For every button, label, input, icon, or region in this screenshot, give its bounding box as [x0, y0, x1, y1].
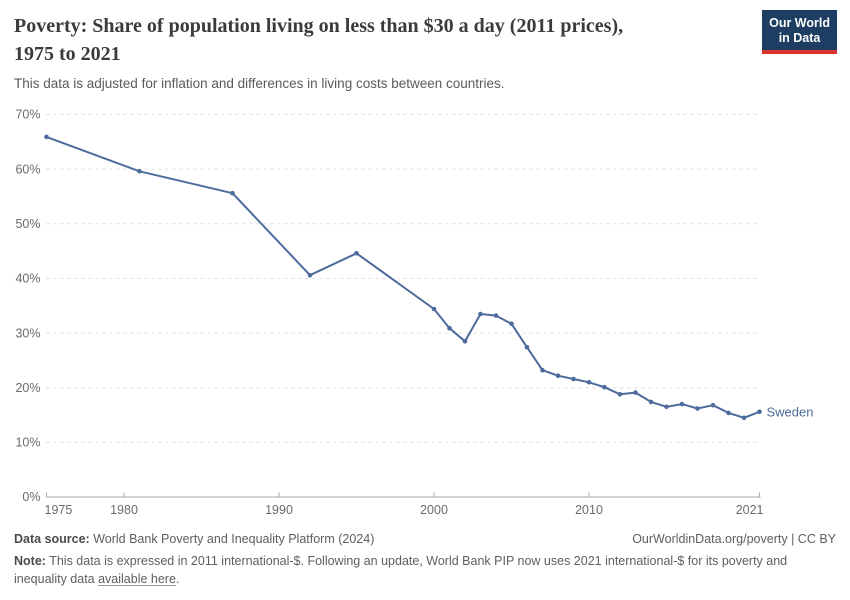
data-source-label: Data source: — [14, 532, 90, 546]
y-axis-label-10: 10% — [15, 436, 40, 450]
data-point-1995[interactable] — [354, 251, 359, 256]
data-point-2018[interactable] — [710, 402, 716, 408]
data-point-2005[interactable] — [509, 321, 514, 327]
data-point-2019[interactable] — [726, 410, 731, 416]
data-point-2007[interactable] — [540, 367, 545, 373]
data-point-2000[interactable] — [431, 306, 437, 312]
series-label-sweden[interactable]: Sweden — [767, 404, 814, 419]
data-point-1987[interactable] — [230, 190, 235, 196]
footnote-line1: This data is expressed in 2011 internati… — [45, 554, 788, 568]
chart-subtitle: This data is adjusted for inflation and … — [14, 76, 505, 91]
data-point-2010[interactable] — [586, 380, 592, 385]
data-point-1992[interactable] — [307, 272, 313, 278]
data-point-2004[interactable] — [493, 313, 499, 318]
footnote-label: Note: — [14, 554, 46, 568]
data-point-2017[interactable] — [695, 406, 700, 411]
data-point-2021[interactable] — [757, 409, 762, 415]
data-point-1975[interactable] — [44, 134, 49, 140]
data-point-2015[interactable] — [664, 404, 669, 410]
data-point-2003[interactable] — [478, 311, 483, 317]
page-title-line1: Poverty: Share of population living on l… — [14, 15, 624, 37]
data-point-2013[interactable] — [633, 390, 638, 395]
data-point-1981[interactable] — [137, 169, 142, 174]
x-axis-label-2000: 2000 — [420, 503, 448, 517]
page-title: Poverty: Share of population living on l… — [14, 12, 623, 68]
data-point-2011[interactable] — [602, 384, 607, 390]
license-text: OurWorldinData.org/poverty | CC BY — [632, 532, 836, 546]
data-point-2002[interactable] — [462, 339, 468, 344]
owid-logo-line1: Our World — [769, 16, 830, 30]
data-source: Data source: World Bank Poverty and Ineq… — [14, 532, 374, 546]
x-axis-label-2021: 2021 — [736, 503, 764, 517]
x-axis-label-1990: 1990 — [265, 503, 293, 517]
available-here-link[interactable]: available here — [98, 572, 176, 586]
owid-logo-line2: in Data — [778, 31, 821, 45]
y-axis-label-40: 40% — [15, 272, 40, 286]
data-point-2016[interactable] — [679, 401, 685, 407]
data-source-text: World Bank Poverty and Inequality Platfo… — [89, 532, 375, 546]
y-axis-label-70: 70% — [15, 108, 40, 122]
footer-source-row: Data source: World Bank Poverty and Ineq… — [14, 532, 836, 546]
y-axis-label-20: 20% — [15, 381, 40, 395]
x-axis-label-1980: 1980 — [110, 503, 138, 517]
footnote-line2: inequality data — [14, 572, 99, 586]
y-axis-label-50: 50% — [15, 217, 40, 231]
data-point-2014[interactable] — [648, 399, 654, 405]
footnote-suffix: . — [175, 572, 180, 586]
data-point-2001[interactable] — [447, 325, 452, 331]
data-point-2008[interactable] — [555, 373, 561, 379]
page-title-line2: 1975 to 2021 — [14, 43, 121, 65]
footnote: Note: This data is expressed in 2011 int… — [14, 552, 836, 588]
data-point-2009[interactable] — [571, 376, 576, 382]
y-axis-label-30: 30% — [15, 326, 40, 340]
data-point-2012[interactable] — [617, 392, 623, 397]
y-axis-label-0: 0% — [22, 490, 40, 504]
x-axis-label-2010: 2010 — [575, 503, 603, 517]
data-point-2006[interactable] — [524, 345, 530, 350]
x-axis-label-1975: 1975 — [45, 503, 73, 517]
sweden-line[interactable] — [45, 135, 761, 419]
y-axis-label-60: 60% — [15, 162, 40, 176]
owid-logo[interactable]: Our World in Data — [762, 10, 837, 54]
data-point-2020[interactable] — [741, 415, 747, 421]
